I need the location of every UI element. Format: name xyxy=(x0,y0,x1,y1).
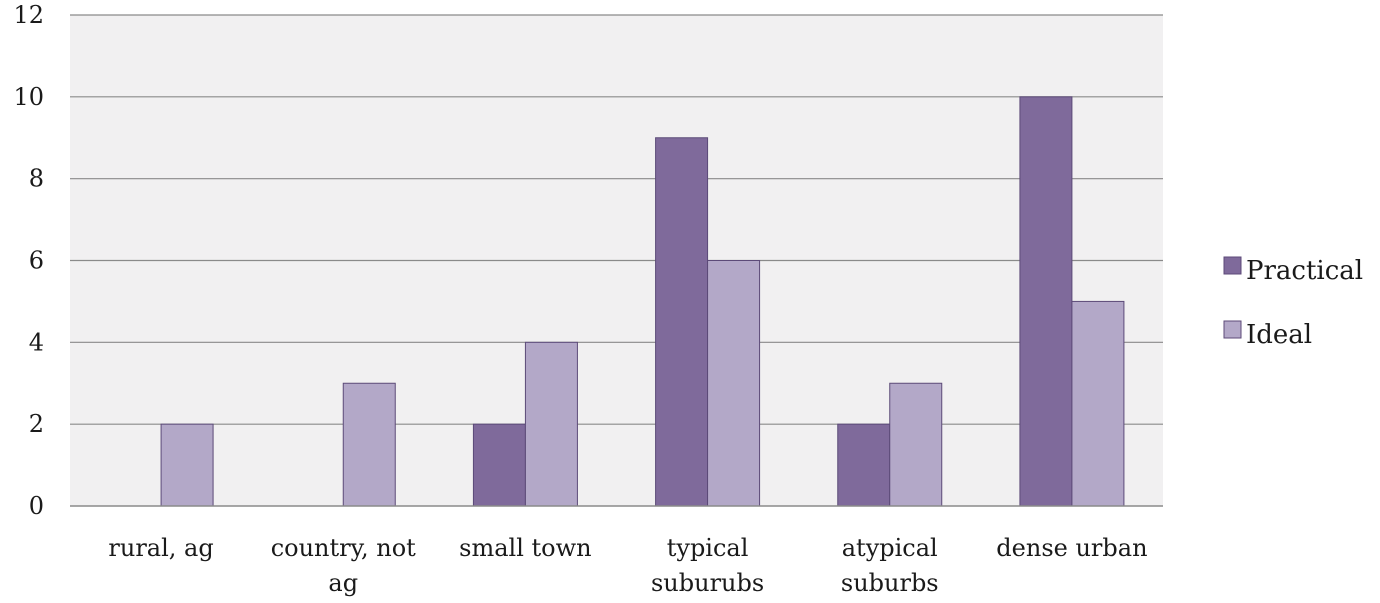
y-tick-label: 2 xyxy=(29,410,44,438)
bar-ideal-4 xyxy=(889,382,943,507)
y-axis-tick-labels: 0 2 4 6 8 10 12 xyxy=(13,1,44,520)
legend-label-practical: Practical xyxy=(1246,256,1363,286)
y-tick-label: 8 xyxy=(29,165,44,193)
y-tick-label: 10 xyxy=(13,83,44,111)
y-tick-label: 6 xyxy=(29,247,44,275)
x-category-label: typical xyxy=(667,534,749,562)
x-axis-category-labels: rural, ag country, not ag small town typical… xyxy=(108,534,1147,597)
bar-practical-4 xyxy=(837,423,891,507)
x-category-label: suburbs xyxy=(841,569,939,597)
x-category-label: atypical xyxy=(842,534,938,562)
legend-label-ideal: Ideal xyxy=(1246,320,1312,350)
y-tick-label: 0 xyxy=(29,492,44,520)
legend-swatch-ideal xyxy=(1223,320,1242,339)
bar-ideal-0 xyxy=(160,423,214,507)
y-tick-label: 4 xyxy=(29,328,44,356)
bar-ideal-2 xyxy=(524,341,578,507)
x-category-label: ag xyxy=(328,569,358,597)
bars xyxy=(160,96,1125,507)
bar-practical-3 xyxy=(655,137,709,507)
x-category-label: country, not xyxy=(271,534,416,562)
x-category-label: dense urban xyxy=(996,534,1147,562)
legend: Practical Ideal xyxy=(1223,256,1363,350)
legend-swatch-practical xyxy=(1223,256,1242,275)
bar-ideal-1 xyxy=(342,382,396,507)
gridlines xyxy=(70,14,1163,425)
x-category-label: suburubs xyxy=(651,569,764,597)
y-tick-label: 12 xyxy=(13,1,44,29)
bar-practical-5 xyxy=(1019,96,1073,507)
bar-ideal-5 xyxy=(1071,300,1125,507)
x-category-label: rural, ag xyxy=(108,534,213,562)
bar-practical-2 xyxy=(472,423,526,507)
bar-ideal-3 xyxy=(707,260,761,507)
x-category-label: small town xyxy=(459,534,591,562)
